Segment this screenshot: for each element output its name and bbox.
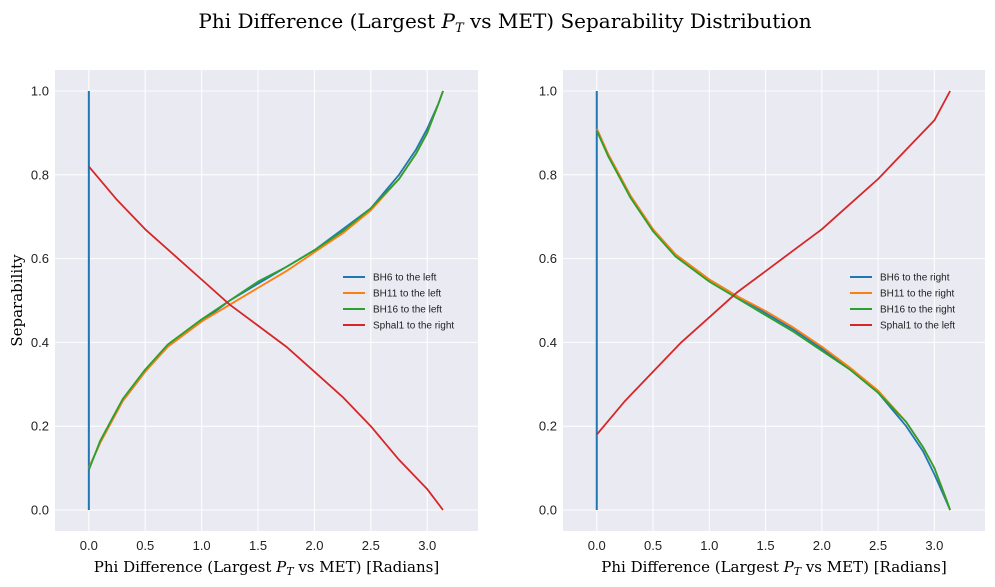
legend-entry: BH11 to the right (880, 289, 955, 300)
y-tick-label: 1.0 (539, 83, 557, 98)
legend: BH6 to the left BH11 to the left BH16 to t… (343, 273, 454, 332)
legend-entry: BH6 to the left (373, 273, 437, 284)
x-tick-label: 3.0 (418, 538, 436, 553)
legend-entry: BH11 to the left (373, 289, 441, 300)
series-line-3 (88, 165, 444, 511)
y-tick-label: 0.8 (31, 167, 49, 182)
y-tick-label: 0.2 (31, 419, 49, 434)
y-tick-label: 0.8 (539, 167, 557, 182)
x-axis-label: Phi Difference (Largest PT vs MET) [Radi… (94, 558, 439, 578)
y-tick-label: 0.4 (31, 335, 49, 350)
x-tick-label: 0.0 (588, 538, 606, 553)
y-tick-label: 0.4 (539, 335, 557, 350)
x-tick-label: 2.5 (869, 538, 887, 553)
x-tick-label: 0.0 (80, 538, 98, 553)
legend-entry: BH16 to the right (880, 305, 955, 316)
series-line-2 (87, 90, 444, 471)
y-tick-label: 0.0 (539, 503, 557, 518)
figure-title: Phi Difference (Largest PT vs MET) Separ… (198, 9, 811, 36)
legend-entry: Sphal1 to the right (373, 321, 454, 332)
x-tick-label: 2.5 (362, 538, 380, 553)
series-line-3 (596, 90, 951, 436)
x-tick-label: 1.5 (249, 538, 267, 553)
left-chart-panel: 0.0 0.5 1.0 1.5 2.0 2.5 3.0 0.0 0.2 0.4 0.6 0.8 1.0 B… (8, 70, 478, 578)
x-tick-label: 2.0 (305, 538, 323, 553)
y-axis-label: Separability (8, 254, 26, 347)
y-tick-label: 0.6 (539, 251, 557, 266)
x-tick-label: 1.0 (700, 538, 718, 553)
legend: BH6 to the right BH11 to the right BH16 to… (850, 273, 955, 332)
y-tick-label: 1.0 (31, 83, 49, 98)
x-tick-label: 3.0 (925, 538, 943, 553)
legend-entry: BH16 to the left (373, 305, 442, 316)
series-line-2 (595, 130, 951, 511)
plot-area (563, 70, 985, 531)
y-tick-label: 0.6 (31, 251, 49, 266)
right-chart-panel: 0.0 0.5 1.0 1.5 2.0 2.5 3.0 0.0 0.2 0.4 0.6 0.8 1.0 B… (539, 70, 985, 578)
x-tick-label: 0.5 (644, 538, 662, 553)
plot-area (55, 70, 478, 531)
x-axis-label: Phi Difference (Largest PT vs MET) [Radi… (601, 558, 946, 578)
x-tick-label: 1.5 (757, 538, 775, 553)
legend-entry: Sphal1 to the left (880, 321, 955, 332)
x-tick-label: 2.0 (813, 538, 831, 553)
y-tick-label: 0.0 (31, 503, 49, 518)
y-tick-label: 0.2 (539, 419, 557, 434)
legend-entry: BH6 to the right (880, 273, 950, 284)
x-tick-label: 1.0 (193, 538, 211, 553)
x-tick-label: 0.5 (136, 538, 154, 553)
